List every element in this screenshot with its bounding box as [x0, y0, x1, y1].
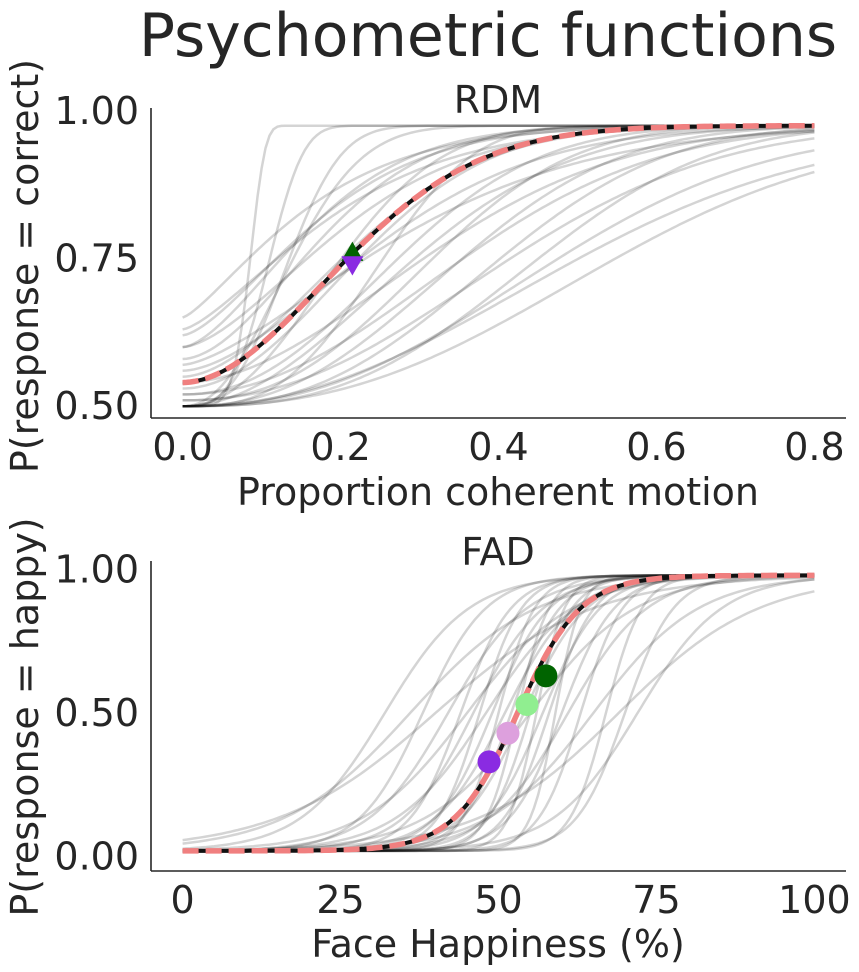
- participant-curves: [182, 574, 815, 853]
- participant-curve-7: [182, 574, 815, 851]
- panel-title: FAD: [461, 530, 535, 574]
- suptitle: Psychometric functions: [139, 1, 837, 71]
- group-curve-dashed: [182, 123, 815, 386]
- y-tick-label: 1.00: [54, 89, 139, 133]
- participant-curve-28: [182, 129, 815, 367]
- x-tick-label: 0.2: [310, 425, 370, 469]
- participant-curve-18: [182, 125, 815, 408]
- participant-curves: [182, 124, 815, 408]
- x-axis-label: Proportion coherent motion: [237, 470, 759, 514]
- y-axis-label: P(response = happy): [3, 517, 47, 916]
- x-tick-label: 100: [778, 878, 851, 922]
- x-tick-label: 25: [316, 878, 364, 922]
- y-tick-label: 0.75: [54, 237, 139, 281]
- participant-curve-4: [182, 124, 815, 349]
- participant-curve-4: [182, 576, 815, 842]
- participant-curve-13: [182, 125, 815, 373]
- y-axis-label: P(response = correct): [3, 59, 47, 473]
- x-tick-label: 50: [474, 878, 522, 922]
- participant-curve-21: [182, 137, 815, 402]
- x-tick-label: 0: [170, 878, 194, 922]
- y-tick-label: 0.00: [54, 835, 139, 879]
- participant-curve-19: [182, 130, 815, 396]
- group-curve-base: [182, 123, 815, 385]
- panel-title: RDM: [454, 78, 542, 122]
- threshold-markers: [341, 241, 364, 276]
- group-curve: [182, 572, 815, 854]
- participant-curve-22: [182, 131, 815, 408]
- x-tick-label: 0.0: [152, 425, 212, 469]
- panel-rdm: RDM P(response = correct) Proportion coh…: [3, 59, 846, 514]
- y-tick-label: 0.50: [54, 691, 139, 735]
- participant-curve-17: [182, 128, 815, 384]
- x-tick-label: 0.4: [468, 425, 528, 469]
- participant-curve-15: [182, 125, 815, 408]
- participant-curve-9: [182, 124, 815, 349]
- participant-curve-25: [182, 170, 815, 408]
- x-tick-label: 75: [632, 878, 680, 922]
- marker-circle-2: [496, 721, 520, 745]
- tick-labels: 0 25 50 75 100 0.00 0.50 1.00: [54, 548, 850, 922]
- marker-triangle-down-2: [341, 256, 364, 276]
- tick-labels: 0.0 0.2 0.4 0.6 0.8 0.50 0.75 1.00: [54, 89, 844, 469]
- marker-triangle-up-1: [341, 241, 364, 261]
- participant-curve-20: [182, 127, 815, 408]
- y-tick-label: 1.00: [54, 548, 139, 592]
- marker-circle-3: [515, 693, 539, 717]
- group-curve-dashed: [182, 572, 815, 854]
- group-curve: [182, 123, 815, 386]
- participant-curve-10: [182, 124, 815, 378]
- x-axis-label: Face Happiness (%): [311, 922, 685, 966]
- participant-curve-24: [182, 163, 815, 408]
- panel-fad: FAD P(response = happy) Face Happiness (…: [3, 517, 851, 966]
- marker-circle-4: [534, 664, 558, 688]
- threshold-markers: [477, 664, 558, 774]
- x-tick-label: 0.6: [626, 425, 686, 469]
- x-tick-label: 0.8: [784, 425, 844, 469]
- marker-circle-1: [477, 750, 501, 774]
- participant-curve-23: [182, 149, 815, 408]
- y-tick-label: 0.50: [54, 384, 139, 428]
